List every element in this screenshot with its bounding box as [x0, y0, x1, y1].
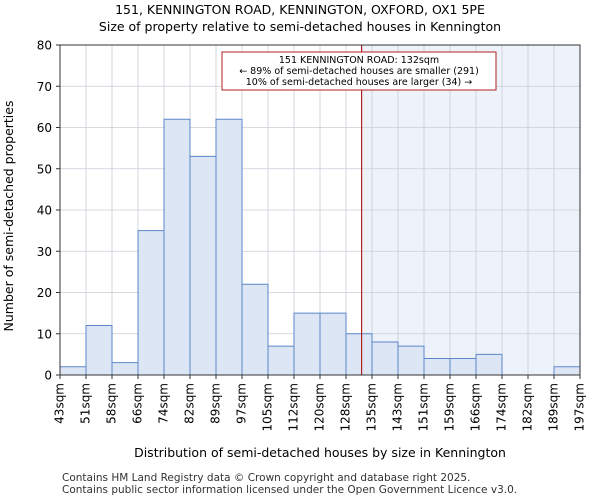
chart-subtitle: Size of property relative to semi-detach…: [98, 19, 502, 34]
y-tick-label: 60: [37, 121, 52, 135]
bar: [449, 358, 477, 376]
x-tick-label: 120sqm: [313, 383, 327, 431]
y-tick-label: 40: [37, 204, 52, 218]
y-tick-label: 0: [44, 369, 52, 383]
bar: [241, 283, 269, 376]
x-tick-label: 151sqm: [417, 383, 431, 431]
y-tick-label: 20: [37, 286, 52, 300]
bar: [371, 341, 399, 376]
annotation-line-2: ← 89% of semi-detached houses are smalle…: [239, 66, 479, 77]
bar: [137, 230, 165, 376]
bar: [189, 155, 217, 376]
bar: [111, 362, 139, 376]
x-tick-label: 143sqm: [391, 383, 405, 431]
x-tick-label: 43sqm: [53, 383, 67, 424]
bar: [319, 312, 347, 376]
y-tick-label: 30: [37, 245, 52, 259]
bar: [293, 312, 321, 376]
x-tick-label: 182sqm: [521, 383, 535, 431]
bar: [163, 118, 191, 376]
x-tick-label: 105sqm: [261, 383, 275, 431]
x-axis-label: Distribution of semi-detached houses by …: [134, 445, 506, 460]
footer-line-1: Contains HM Land Registry data © Crown c…: [62, 472, 471, 484]
bar: [59, 366, 87, 376]
x-tick-label: 159sqm: [443, 383, 457, 431]
x-tick-label: 189sqm: [547, 383, 561, 431]
bar: [85, 325, 113, 376]
x-tick-label: 135sqm: [365, 383, 379, 431]
chart-title: 151, KENNINGTON ROAD, KENNINGTON, OXFORD…: [115, 2, 485, 17]
bar: [475, 353, 503, 376]
y-tick-label: 80: [37, 39, 52, 53]
x-tick-label: 58sqm: [105, 383, 119, 424]
x-tick-label: 89sqm: [209, 383, 223, 424]
bar: [267, 345, 295, 376]
y-tick-label: 50: [37, 162, 52, 176]
annotation-line-3: 10% of semi-detached houses are larger (…: [246, 77, 473, 88]
x-tick-label: 82sqm: [183, 383, 197, 424]
bar: [397, 345, 425, 376]
footer-line-2: Contains public sector information licen…: [62, 484, 518, 496]
y-axis-label: Number of semi-detached properties: [1, 101, 16, 332]
x-tick-label: 51sqm: [79, 383, 93, 424]
bar: [553, 366, 581, 376]
y-tick-label: 70: [37, 80, 52, 94]
x-tick-label: 174sqm: [495, 383, 509, 431]
bar: [423, 358, 451, 376]
y-tick-label: 10: [37, 327, 52, 341]
annotation-box: 151 KENNINGTON ROAD: 132sqm ← 89% of sem…: [221, 51, 497, 91]
annotation-line-1: 151 KENNINGTON ROAD: 132sqm: [279, 55, 439, 66]
x-tick-label: 74sqm: [157, 383, 171, 424]
x-tick-label: 112sqm: [287, 383, 301, 431]
x-tick-label: 166sqm: [469, 383, 483, 431]
x-tick-label: 128sqm: [339, 383, 353, 431]
x-tick-label: 197sqm: [573, 383, 587, 431]
x-tick-label: 97sqm: [235, 383, 249, 424]
x-tick-label: 66sqm: [131, 383, 145, 424]
bar: [345, 333, 373, 376]
bar: [215, 118, 243, 376]
